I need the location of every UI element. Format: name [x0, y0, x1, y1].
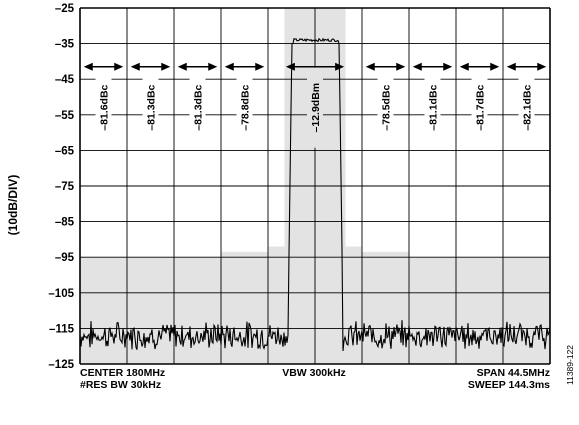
res-bw-label: #RES BW 30kHz [80, 379, 161, 391]
arrow-head-right [161, 62, 171, 71]
arrow-head-left [459, 62, 469, 71]
channel-power-label: –81.1dBc [428, 84, 440, 130]
channel-power-label: –81.7dBc [475, 84, 487, 130]
y-tick-label: –115 [49, 323, 75, 335]
arrow-head-right [537, 62, 547, 71]
y-tick-label: –25 [55, 3, 75, 15]
channel-label-bg [95, 75, 112, 140]
shade-adjacent-right [362, 251, 409, 364]
arrow-head-right [208, 62, 218, 71]
arrow-head-right [114, 62, 124, 71]
y-tick-label: –105 [48, 288, 74, 300]
channel-marker: –82.1dBc [506, 62, 547, 140]
channel-marker: –81.3dBc [177, 62, 218, 140]
arrow-head-right [255, 62, 265, 71]
spectrum-trace-group [79, 37, 551, 352]
channel-marker: –81.7dBc [459, 62, 500, 140]
channel-label-bg [377, 75, 394, 140]
arrow-head-left [506, 62, 516, 71]
channel-marker: –78.8dBc [224, 62, 265, 140]
y-axis-label: (10dB/DIV) [6, 175, 20, 236]
channel-marker: –78.5dBc [365, 62, 406, 140]
channel-marker: –81.1dBc [412, 62, 453, 140]
sweep-label: SWEEP 144.3ms [468, 379, 550, 391]
arrow-head-right [443, 62, 453, 71]
channel-label-bg [236, 75, 253, 140]
y-tick-label: –95 [55, 252, 75, 264]
grid [79, 7, 551, 365]
channel-label-bg [189, 75, 206, 140]
y-tick-label: –65 [55, 145, 75, 157]
y-tick-label: –55 [55, 110, 75, 122]
channel-power-label: –12.9dBm [310, 83, 322, 133]
y-tick-label: –85 [55, 217, 75, 229]
arrow-head-left [412, 62, 422, 71]
arrow-head-left [224, 62, 234, 71]
channel-label-bg [518, 75, 535, 140]
y-tick-label: –45 [55, 74, 75, 86]
channel-power-label: –81.3dBc [193, 84, 205, 130]
shade-adjacent-left [221, 251, 268, 364]
channel-marker: –81.6dBc [83, 62, 124, 140]
channel-marker: –81.3dBc [130, 62, 171, 140]
y-tick-label: –75 [55, 181, 75, 193]
figure-id: 11389-122 [565, 345, 575, 385]
spectrum-trace [79, 37, 551, 352]
channel-power-label: –82.1dBc [522, 84, 534, 130]
channel-markers: –81.6dBc –81.3dBc –81.3dBc –78.8dBc –12.9dBm… [83, 62, 547, 148]
channel-power-label: –81.6dBc [99, 84, 111, 130]
arrow-head-left [365, 62, 375, 71]
arrow-head-right [396, 62, 406, 71]
arrow-head-left [177, 62, 187, 71]
center-frequency-label: CENTER 180MHz [80, 367, 165, 379]
span-label: SPAN 44.5MHz [477, 367, 550, 379]
arrow-head-left [285, 62, 295, 71]
channel-label-bg [471, 75, 488, 140]
arrow-head-right [335, 62, 345, 71]
arrow-head-right [490, 62, 500, 71]
channel-label-bg [142, 75, 159, 140]
channel-label-bg [424, 75, 441, 140]
vbw-label: VBW 300kHz [282, 367, 346, 379]
arrow-head-left [130, 62, 140, 71]
shade-left-band [80, 257, 221, 364]
channel-power-label: –81.3dBc [146, 84, 158, 130]
y-tick-label: –35 [55, 39, 75, 51]
channel-power-label: –78.8dBc [240, 84, 252, 130]
y-tick-label: –125 [48, 359, 74, 371]
arrow-head-left [83, 62, 93, 71]
y-tick-labels: –25 –35 –45 –55 –65 –75 –85 –95 –105 –115 –125 [48, 3, 74, 371]
channel-marker: –12.9dBm [285, 62, 345, 148]
channel-label-bg [307, 67, 323, 148]
channel-power-label: –78.5dBc [381, 84, 393, 130]
